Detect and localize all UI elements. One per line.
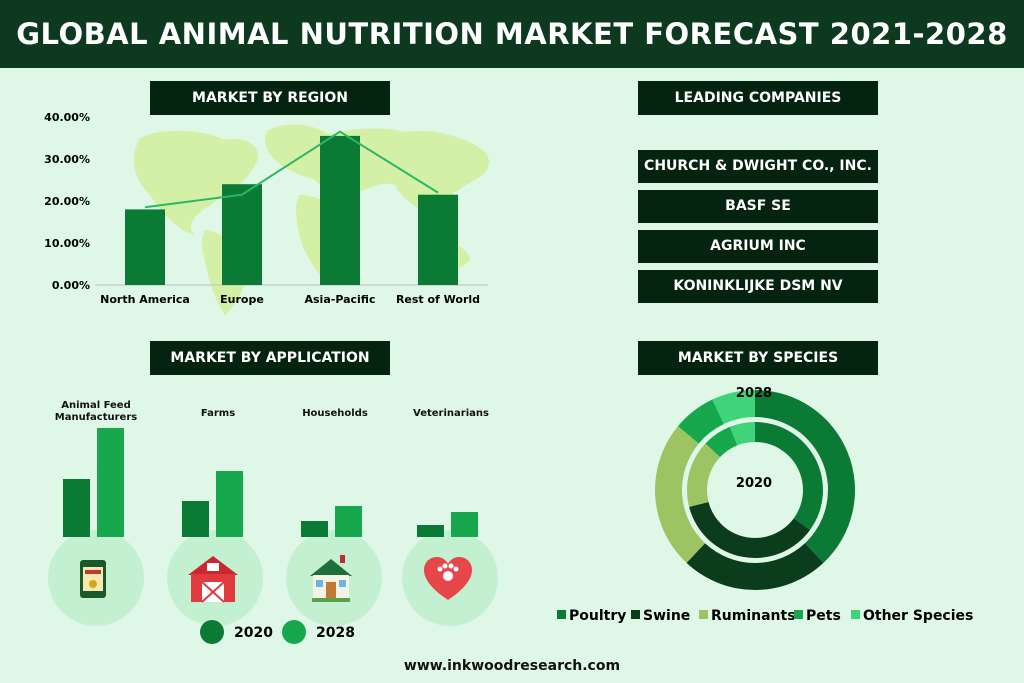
application-bar-2028	[216, 471, 243, 537]
species-legend-swatch	[557, 610, 566, 619]
region-y-tick: 10.00%	[44, 237, 90, 250]
app-category-label: Animal Feed Manufacturers	[54, 400, 138, 423]
region-trend-line	[144, 130, 439, 209]
application-bar-2020	[63, 479, 90, 537]
species-legend-label: Ruminants	[711, 608, 796, 624]
donut-segment-2020	[755, 422, 823, 530]
region-category-label: Europe	[220, 293, 264, 306]
region-category-label: North America	[100, 293, 190, 306]
donut-segment-2020	[687, 443, 721, 507]
house-icon	[310, 555, 352, 602]
company-item: KONINKLIJKE DSM NV	[638, 270, 878, 303]
region-chart: 0.00% 10.00% 20.00% 30.00% 40.00% North Ameri…	[44, 111, 488, 306]
species-legend-label: Poultry	[569, 608, 626, 624]
species-legend-label: Other Species	[863, 608, 973, 624]
species-header: MARKET BY SPECIES	[638, 341, 878, 375]
region-bar	[418, 194, 458, 285]
species-legend-swatch	[794, 610, 803, 619]
app-category-label: Farms	[200, 408, 236, 419]
region-category-label: Asia-Pacific	[305, 293, 376, 306]
donut-segment-2028	[755, 390, 855, 563]
donut-segment-2028	[655, 426, 706, 563]
app-category-label: Veterinarians	[413, 408, 489, 419]
legend-label-2028: 2028	[316, 625, 355, 641]
donut-segment-2020	[689, 501, 811, 558]
region-bar	[222, 184, 262, 285]
application-bar-2020	[417, 525, 444, 537]
species-legend-swatch	[699, 610, 708, 619]
region-y-tick: 40.00%	[44, 111, 90, 124]
donut-segment-2020	[705, 426, 738, 458]
application-chart	[48, 428, 498, 626]
application-header: MARKET BY APPLICATION	[150, 341, 390, 375]
species-legend-label: Pets	[806, 608, 841, 624]
application-bar-2020	[301, 521, 328, 537]
paw-heart-icon	[424, 557, 472, 600]
application-bar-2028	[97, 428, 124, 537]
region-bar	[125, 209, 165, 285]
region-y-tick: 20.00%	[44, 195, 90, 208]
region-category-label: Rest of World	[396, 293, 480, 306]
page-title: GLOBAL ANIMAL NUTRITION MARKET FORECAST …	[16, 17, 1008, 51]
region-y-tick: 30.00%	[44, 153, 90, 166]
donut-segment-2020	[729, 422, 755, 446]
donut-inner-label: 2020	[736, 476, 772, 491]
company-item: BASF SE	[638, 190, 878, 223]
application-bar-2028	[335, 506, 362, 537]
species-legend: Poultry Swine Ruminants Pets Other Species	[557, 608, 973, 624]
barn-icon	[188, 556, 238, 603]
company-item: AGRIUM INC	[638, 230, 878, 263]
company-item: CHURCH & DWIGHT CO., INC.	[638, 150, 878, 183]
app-category-label: Households	[302, 408, 368, 419]
feed-bag-icon	[80, 560, 106, 598]
footer-url: www.inkwoodresearch.com	[403, 658, 621, 674]
application-legend: 2020 2028	[200, 620, 355, 644]
donut-segment-2028	[677, 399, 724, 444]
legend-label-2020: 2020	[234, 625, 273, 641]
donut-segment-2028	[686, 543, 824, 590]
donut-outer-label: 2028	[736, 386, 772, 401]
companies-header: LEADING COMPANIES	[638, 81, 878, 115]
species-legend-swatch	[631, 610, 640, 619]
region-header: MARKET BY REGION	[150, 81, 390, 115]
legend-swatch-2028	[282, 620, 306, 644]
region-bar	[320, 135, 360, 285]
species-legend-label: Swine	[643, 608, 690, 624]
legend-swatch-2020	[200, 620, 224, 644]
application-bar-2020	[182, 501, 209, 537]
application-bar-2028	[451, 512, 478, 537]
species-donut-chart	[655, 390, 855, 590]
species-legend-swatch	[851, 610, 860, 619]
title-bar: GLOBAL ANIMAL NUTRITION MARKET FORECAST …	[0, 0, 1024, 68]
donut-segment-2028	[712, 390, 755, 424]
region-y-tick: 0.00%	[52, 279, 90, 292]
